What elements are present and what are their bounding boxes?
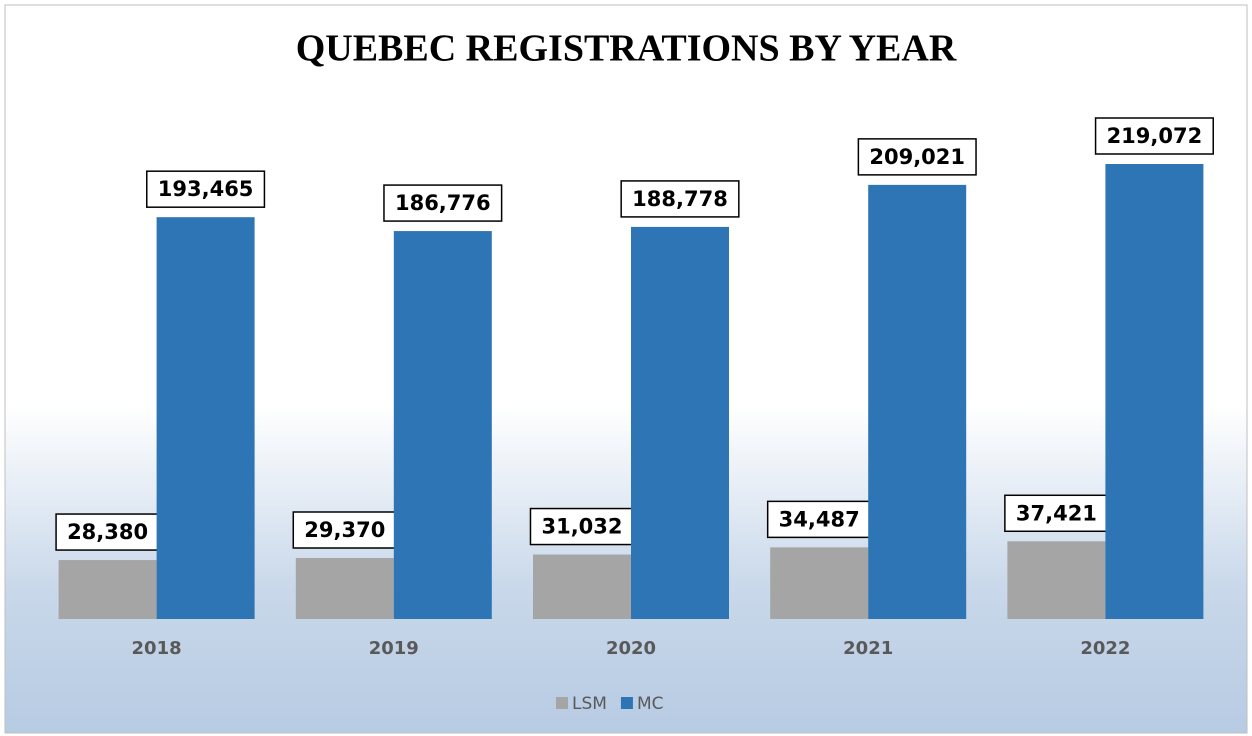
bar xyxy=(156,217,255,619)
bar xyxy=(770,547,869,619)
data-label-box xyxy=(1004,494,1109,533)
data-label: 186,776 xyxy=(395,191,491,215)
data-label: 31,032 xyxy=(541,515,622,539)
data-label-box xyxy=(857,138,977,176)
bar xyxy=(868,184,967,619)
data-label: 34,487 xyxy=(779,507,860,531)
legend-swatch xyxy=(556,697,568,709)
data-label-box xyxy=(55,513,160,551)
data-label: 209,021 xyxy=(869,145,965,169)
data-label: 28,380 xyxy=(67,520,148,544)
bar xyxy=(58,560,157,619)
data-label: 29,370 xyxy=(304,518,385,542)
data-label-box xyxy=(383,184,503,222)
chart-title: QUEBEC REGISTRATIONS BY YEAR xyxy=(296,28,957,70)
data-label-box xyxy=(620,180,740,218)
data-label-box xyxy=(1094,117,1214,155)
data-label-box xyxy=(766,500,872,539)
legend-label: MC xyxy=(637,694,664,714)
data-label-box xyxy=(529,507,635,546)
legend-swatch xyxy=(620,697,633,709)
legend-label: LSM xyxy=(572,694,607,714)
data-label: 219,072 xyxy=(1107,124,1203,148)
x-tick-label: 2021 xyxy=(843,638,893,659)
x-tick-label: 2018 xyxy=(132,638,182,659)
x-tick-label: 2019 xyxy=(369,638,419,659)
data-label: 193,465 xyxy=(158,177,254,201)
bar xyxy=(533,554,631,619)
x-tick-label: 2022 xyxy=(1080,638,1130,659)
data-label-box xyxy=(146,170,266,208)
bar xyxy=(1105,164,1204,619)
bar xyxy=(295,558,394,619)
bar xyxy=(1007,541,1106,619)
data-label: 37,421 xyxy=(1016,501,1097,525)
x-tick-label: 2020 xyxy=(606,638,656,659)
bar xyxy=(393,231,492,619)
data-label: 188,778 xyxy=(632,187,728,211)
bar xyxy=(631,226,729,620)
